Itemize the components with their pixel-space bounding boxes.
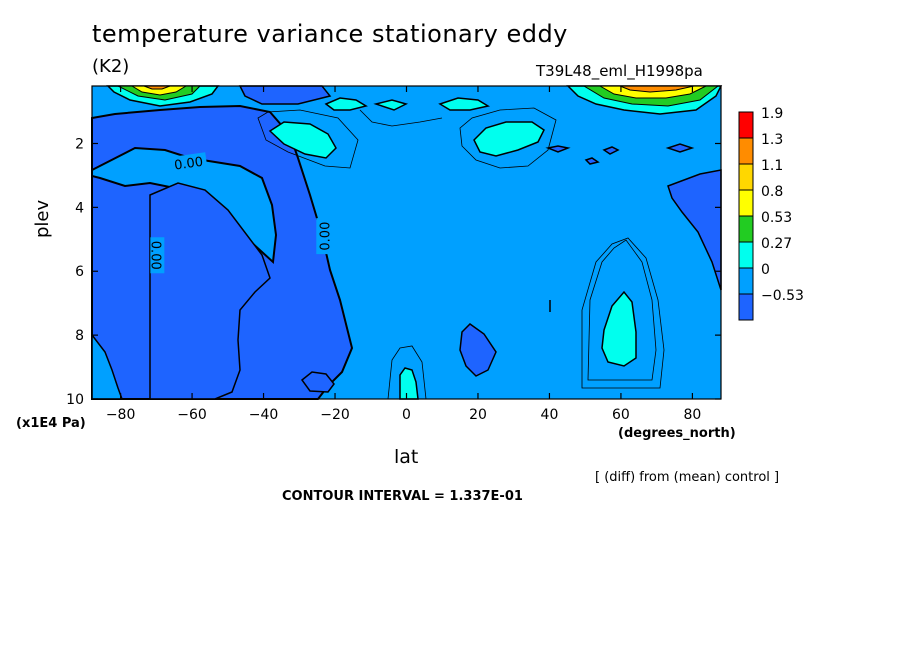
pos-region-60N (601, 290, 637, 367)
contour-interval: CONTOUR INTERVAL = 1.337E-01 (282, 489, 523, 504)
colorbar-label: 1.3 (761, 132, 783, 148)
colorbar-swatch (738, 137, 754, 165)
neg-blob-north-small (545, 145, 620, 165)
x-tick-label: 0 (402, 407, 411, 423)
colorbar-label: 1.1 (761, 158, 783, 174)
colorbar-label: 0.53 (761, 210, 792, 226)
colorbar-swatch (738, 189, 754, 217)
pos-region-30S-upper (268, 121, 337, 159)
y-axis: 2 4 6 8 10 (66, 136, 721, 408)
x-axis: −80 −60 −40 −20 0 20 40 60 80 (106, 86, 701, 423)
contour-labels: 0.00 0.00 0.00 (147, 152, 333, 274)
contour-label: 0.00 (173, 155, 204, 174)
contour-label-bg (316, 218, 331, 255)
colorbar-swatch (738, 293, 754, 321)
x-tick-label: 80 (683, 407, 701, 423)
colorbar-label: 0.8 (761, 184, 783, 200)
pos-blob-top-center (438, 97, 490, 111)
y-tick-label: 4 (75, 200, 84, 216)
colorbar-label: −0.53 (761, 288, 804, 304)
y-tick-label: 2 (75, 136, 84, 152)
pos-region-25N-upper (473, 121, 545, 157)
y-tick-label: 8 (75, 328, 84, 344)
x-tick-label: −60 (177, 407, 207, 423)
colorbar-label: 0.27 (761, 236, 792, 252)
pos-blob-top-south (324, 97, 368, 111)
thin-contours (257, 107, 665, 400)
plot-area (91, 85, 723, 400)
chart-title: temperature variance stationary eddy (92, 20, 568, 48)
x-tick-label: 40 (541, 407, 559, 423)
contour-label-bg (150, 237, 165, 274)
neg-blob-north-top (665, 143, 695, 153)
contour-label: 0.00 (147, 241, 162, 270)
x-tick-label: 60 (612, 407, 630, 423)
colorbar-swatch (738, 241, 754, 269)
neg-blob-20N (459, 323, 497, 377)
colorbar-swatch (738, 111, 754, 139)
colorbar-swatch (738, 267, 754, 295)
neg-region-south-60 (149, 182, 271, 400)
x-tick-label: 20 (469, 407, 487, 423)
y-tick-label: 6 (75, 264, 84, 280)
contour-label-bg (169, 152, 208, 172)
run-name: T39L48_eml_H1998pa (536, 62, 703, 80)
x-axis-label: lat (394, 446, 419, 468)
colorbar: 1.9 1.3 1.1 0.8 0.53 0.27 0 −0.53 (738, 106, 804, 321)
x-axis-unit: (degrees_north) (618, 426, 736, 441)
contour-label: 0.00 (318, 222, 333, 251)
neg-blob-lowlat-south (300, 371, 335, 393)
chart-units: (K2) (92, 56, 130, 77)
pos-blob-top-mid (373, 99, 409, 111)
y-tick-label: 10 (66, 392, 84, 408)
neg-region-north (667, 169, 722, 291)
y-axis-unit: (x1E4 Pa) (16, 416, 86, 431)
diff-note: [ (diff) from (mean) control ] (595, 470, 780, 485)
x-tick-label: −80 (106, 407, 136, 423)
colorbar-label: 0 (761, 262, 770, 278)
colorbar-swatch (738, 215, 754, 243)
x-tick-label: −20 (320, 407, 350, 423)
colorbar-swatch (738, 163, 754, 191)
x-tick-label: −40 (249, 407, 279, 423)
colorbar-label: 1.9 (761, 106, 783, 122)
